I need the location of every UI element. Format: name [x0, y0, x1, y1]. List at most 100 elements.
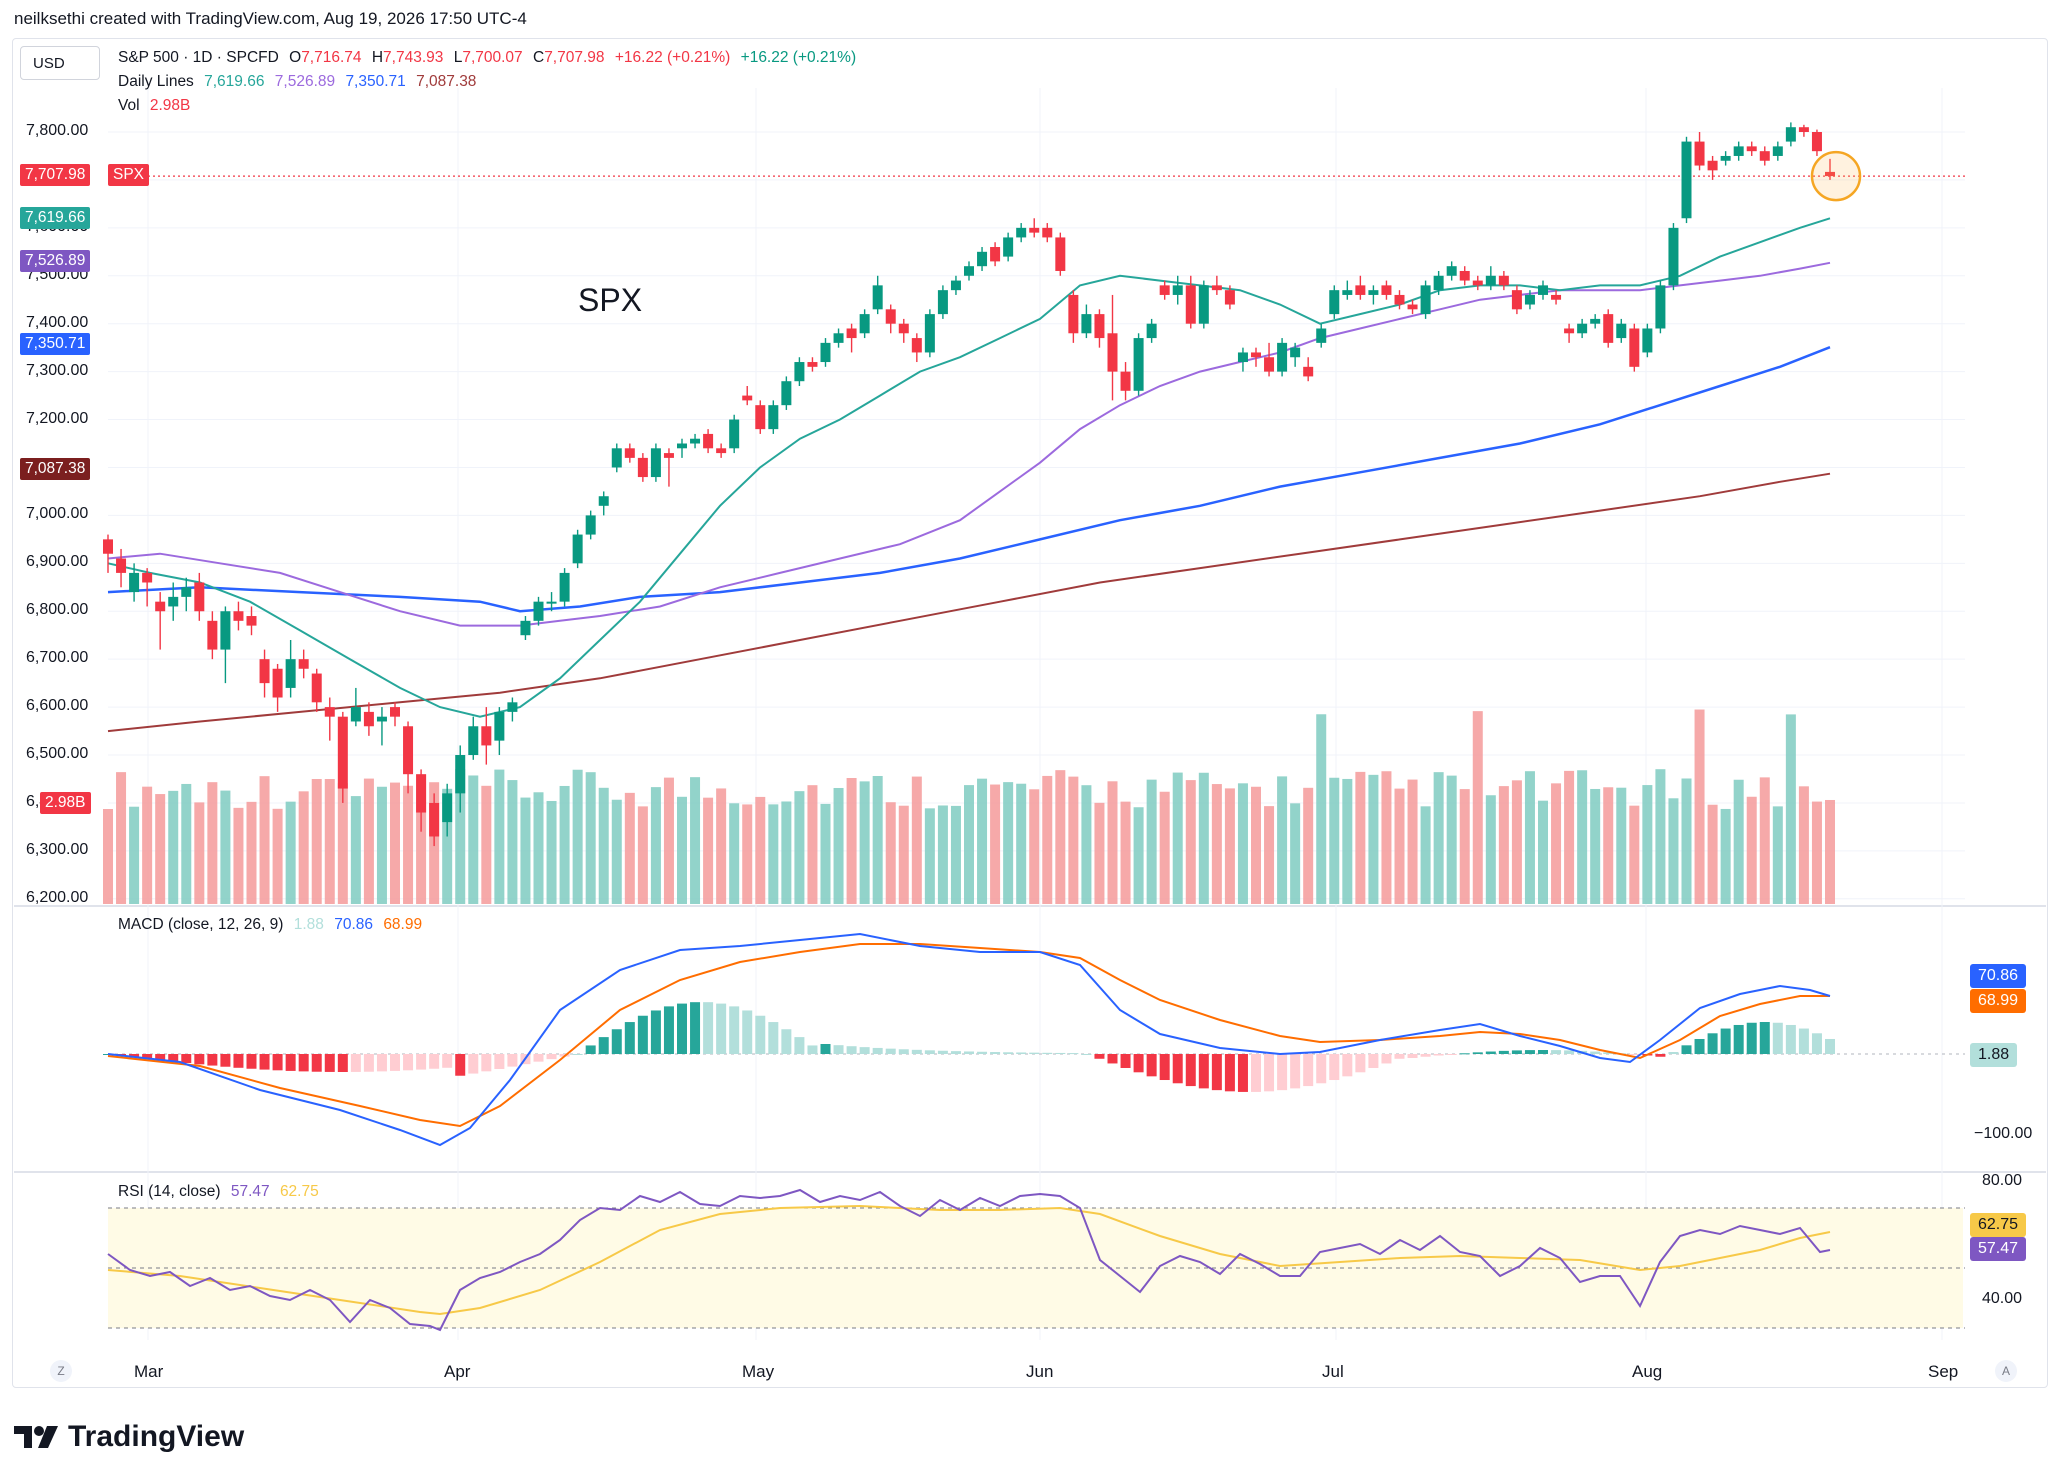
volume-bar [220, 790, 231, 904]
macd-histogram-bar [390, 1054, 400, 1071]
macd-histogram-bar [1603, 1052, 1614, 1054]
macd-histogram-bar [1564, 1050, 1575, 1054]
tradingview-logo-icon [14, 1426, 58, 1448]
price-tick-label: 7,400.00 [26, 313, 89, 331]
macd-histogram-bar [990, 1052, 1001, 1054]
macd-histogram-bar [1368, 1054, 1379, 1068]
volume-bar [924, 808, 935, 904]
last-price-badge: 7,707.98 [20, 164, 91, 186]
volume-bar [116, 772, 127, 904]
macd-histogram-bar [794, 1037, 805, 1054]
macd-histogram-bar [1772, 1022, 1783, 1054]
volume-bar [650, 787, 661, 904]
volume-bar [637, 806, 648, 904]
candle-body [455, 755, 466, 794]
macd-histogram-bar [403, 1054, 414, 1071]
candle-body [650, 448, 661, 478]
currency-selector[interactable]: USD [20, 46, 100, 80]
candle-body [1785, 127, 1796, 142]
volume-badge-value: 2.98B [45, 794, 86, 811]
open-label: O [289, 49, 302, 66]
candle-body [1577, 323, 1588, 334]
volume-bar [363, 778, 374, 904]
volume-bar [272, 808, 283, 904]
macd-histogram-bar [468, 1054, 479, 1074]
macd-histogram-bar [885, 1048, 896, 1054]
macd-histogram-bar [1316, 1054, 1327, 1084]
macd-histogram-bar [416, 1054, 427, 1070]
price-tick-label: 7,200.00 [26, 409, 89, 427]
macd-histogram-bar [324, 1054, 335, 1072]
symbol-legend[interactable]: S&P 500 · 1D · SPCFD O7,716.74 H7,743.93… [118, 49, 862, 67]
auto-scale-icon[interactable]: A [1995, 1360, 2017, 1382]
candle-body [690, 438, 701, 444]
volume-bar [990, 784, 1001, 904]
zoom-reset-icon[interactable]: Z [50, 1360, 72, 1382]
macd-histogram-bar [1237, 1054, 1248, 1092]
candle-body [494, 711, 505, 741]
volume-bar [1707, 804, 1718, 904]
candle-body [598, 496, 609, 506]
candle-body [546, 601, 557, 604]
volume-bar [246, 801, 257, 904]
candle-body [559, 572, 570, 602]
macd-histogram-bar [155, 1054, 166, 1061]
macd-histogram-bar [690, 1002, 701, 1054]
candle-body [898, 323, 909, 334]
candle-body [1342, 290, 1353, 295]
candle-body [859, 314, 870, 334]
macd-histogram-bar [1107, 1054, 1118, 1064]
candle-body [1798, 127, 1809, 132]
symbol-tag-badge: SPX [108, 164, 150, 186]
candle-body [1081, 314, 1092, 334]
macd-histogram-bar [1146, 1054, 1157, 1077]
macd-badge: 70.86 [1970, 964, 2027, 988]
symbol-name: S&P 500 · 1D · SPCFD [118, 49, 279, 66]
volume-bar [1538, 800, 1548, 904]
macd-histogram-bar [1407, 1054, 1418, 1058]
macd-histogram-bar [598, 1037, 609, 1054]
macd-histogram-bar [1485, 1051, 1496, 1054]
volume-bar [885, 802, 896, 904]
volume-bar [1498, 786, 1509, 904]
volume-bar [507, 780, 518, 904]
volume-bar [1316, 714, 1327, 904]
macd-legend[interactable]: MACD (close, 12, 26, 9) 1.88 70.86 68.99 [118, 916, 428, 934]
candle-body [611, 448, 622, 468]
volume-bar [1355, 771, 1366, 904]
volume-bar [207, 782, 218, 904]
candle-body [742, 395, 753, 401]
volume-bar [181, 783, 192, 904]
volume-bar [546, 800, 557, 904]
time-tick-label: Aug [1632, 1362, 1663, 1381]
rsi-legend[interactable]: RSI (14, close) 57.47 62.75 [118, 1183, 325, 1201]
macd-histogram-bar [716, 1003, 727, 1054]
volume-bar [376, 786, 387, 904]
macd-histogram-bar [1733, 1024, 1744, 1054]
candle-body [1616, 323, 1627, 339]
price-tick-label: 6,600.00 [26, 697, 89, 715]
macd-histogram-bar [1720, 1028, 1731, 1054]
volume-bar [298, 791, 309, 904]
ma200-badge-value: 7,087.38 [25, 460, 86, 477]
macd-histogram-bar [233, 1054, 244, 1068]
candle-body [416, 774, 427, 813]
ma200-badge: 7,087.38 [20, 458, 91, 480]
macd-histogram-bar [337, 1054, 348, 1072]
change-value: +16.22 (+0.21%) [614, 49, 731, 66]
volume-bar [677, 796, 687, 904]
candle-body [794, 362, 805, 382]
candle-body [729, 419, 740, 449]
candle-body [1316, 328, 1327, 343]
macd-histogram-bar [650, 1010, 661, 1054]
candle-body [1603, 314, 1614, 343]
macd-histogram-bar [1811, 1033, 1822, 1054]
volume-bar [416, 774, 427, 904]
volume-legend[interactable]: Vol 2.98B [118, 97, 196, 115]
volume-bar [142, 786, 153, 904]
volume-bar [703, 797, 714, 904]
ma50-value: 7,526.89 [274, 73, 336, 90]
daily-lines-legend[interactable]: Daily Lines 7,619.66 7,526.89 7,350.71 7… [118, 73, 482, 91]
macd-histogram-bar [311, 1054, 322, 1072]
